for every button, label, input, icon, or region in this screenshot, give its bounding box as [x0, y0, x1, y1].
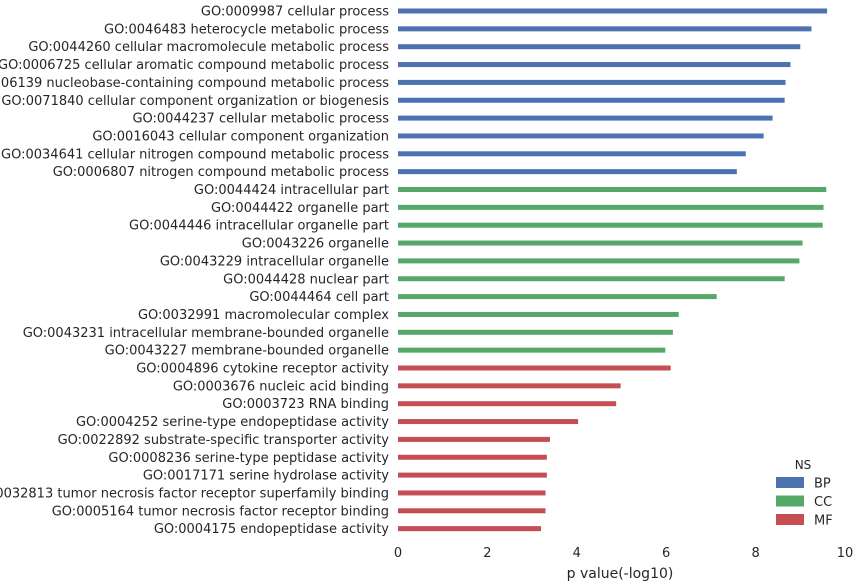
bar-mf — [398, 365, 671, 371]
x-tick-label: 0 — [394, 546, 402, 561]
bar-bp — [398, 62, 791, 68]
bar-cc — [398, 347, 666, 353]
category-label: GO:0006139 nucleobase-containing compoun… — [0, 76, 389, 91]
category-label: GO:0043226 organelle — [242, 237, 389, 252]
x-axis-label: p value(-log10) — [567, 566, 674, 582]
category-label: GO:0017171 serine hydrolase activity — [143, 469, 389, 484]
legend-swatch-mf — [776, 514, 804, 525]
bar-mf — [398, 454, 547, 460]
category-label: GO:0043227 membrane-bounded organelle — [105, 344, 389, 359]
x-tick-label: 10 — [837, 546, 854, 561]
bar-mf — [398, 383, 621, 389]
bar-mf — [398, 472, 547, 478]
bar-mf — [398, 436, 550, 442]
category-label: GO:0004896 cytokine receptor activity — [136, 362, 389, 377]
legend-swatch-cc — [776, 495, 804, 507]
legend-label-cc: CC — [814, 495, 832, 510]
bar-mf — [398, 526, 542, 532]
category-label: GO:0044422 organelle part — [211, 201, 389, 216]
category-label: GO:0044428 nuclear part — [223, 272, 389, 287]
bar-mf — [398, 508, 546, 514]
bar-cc — [398, 276, 785, 282]
bar-cc — [398, 258, 800, 264]
legend-label-mf: MF — [814, 514, 833, 529]
x-tick-label: 4 — [573, 546, 581, 561]
bars-layer — [398, 8, 828, 532]
category-label: GO:0006807 nitrogen compound metabolic p… — [53, 165, 390, 180]
legend-title: NS — [795, 458, 812, 472]
bar-cc — [398, 240, 803, 246]
bar-bp — [398, 97, 785, 103]
bar-bp — [398, 8, 828, 14]
category-label: GO:0004175 endopeptidase activity — [154, 522, 389, 537]
x-tick-label: 2 — [483, 546, 491, 561]
x-tick-label: 8 — [751, 546, 759, 561]
category-label: GO:0046483 heterocycle metabolic process — [104, 22, 389, 37]
category-label: GO:0034641 cellular nitrogen compound me… — [1, 147, 389, 162]
category-label: GO:0004252 serine-type endopeptidase act… — [76, 415, 389, 430]
category-label: GO:0044446 intracellular organelle part — [129, 219, 389, 234]
x-axis-ticks: 0 2 4 6 8 10 — [394, 546, 853, 561]
bar-cc — [398, 329, 673, 335]
legend: NS BP CC MF — [776, 458, 833, 529]
category-label: GO:0032813 tumor necrosis factor recepto… — [0, 486, 389, 501]
bar-cc — [398, 187, 827, 192]
category-label: GO:0008236 serine-type peptidase activit… — [108, 451, 389, 466]
category-label: GO:0071840 cellular component organizati… — [1, 94, 389, 109]
category-label: GO:0006725 cellular aromatic compound me… — [0, 58, 389, 73]
bar-bp — [398, 44, 801, 50]
bar-bp — [398, 115, 773, 121]
bar-cc — [398, 204, 824, 210]
category-labels: GO:0009987 cellular process GO:0046483 he… — [0, 5, 389, 538]
category-label: GO:0016043 cellular component organizati… — [92, 129, 389, 144]
category-label: GO:0043231 intracellular membrane-bounde… — [23, 326, 389, 341]
category-label: GO:0009987 cellular process — [201, 5, 389, 20]
category-label: GO:0044464 cell part — [249, 290, 389, 305]
bar-bp — [398, 151, 746, 157]
category-label: GO:0005164 tumor necrosis factor recepto… — [52, 504, 389, 519]
category-label: GO:0003676 nucleic acid binding — [173, 379, 389, 394]
bar-mf — [398, 419, 579, 425]
bar-cc — [398, 294, 717, 300]
bar-bp — [398, 79, 786, 85]
category-label: GO:0032991 macromolecular complex — [138, 308, 389, 323]
bar-cc — [398, 222, 823, 228]
bar-bp — [398, 169, 737, 175]
bar-mf — [398, 490, 546, 496]
category-label: GO:0044424 intracellular part — [194, 183, 389, 198]
category-label: GO:0003723 RNA binding — [222, 397, 389, 412]
category-label: GO:0022892 substrate-specific transporte… — [58, 433, 390, 448]
bar-mf — [398, 401, 617, 407]
x-tick-label: 6 — [662, 546, 670, 561]
category-label: GO:0044237 cellular metabolic process — [132, 112, 389, 127]
bar-bp — [398, 133, 764, 139]
legend-label-bp: BP — [814, 477, 831, 492]
category-label: GO:0044260 cellular macromolecule metabo… — [28, 40, 389, 55]
bar-bp — [398, 26, 812, 32]
category-label: GO:0043229 intracellular organelle — [160, 254, 389, 269]
bar-cc — [398, 311, 679, 317]
legend-swatch-bp — [776, 477, 804, 488]
